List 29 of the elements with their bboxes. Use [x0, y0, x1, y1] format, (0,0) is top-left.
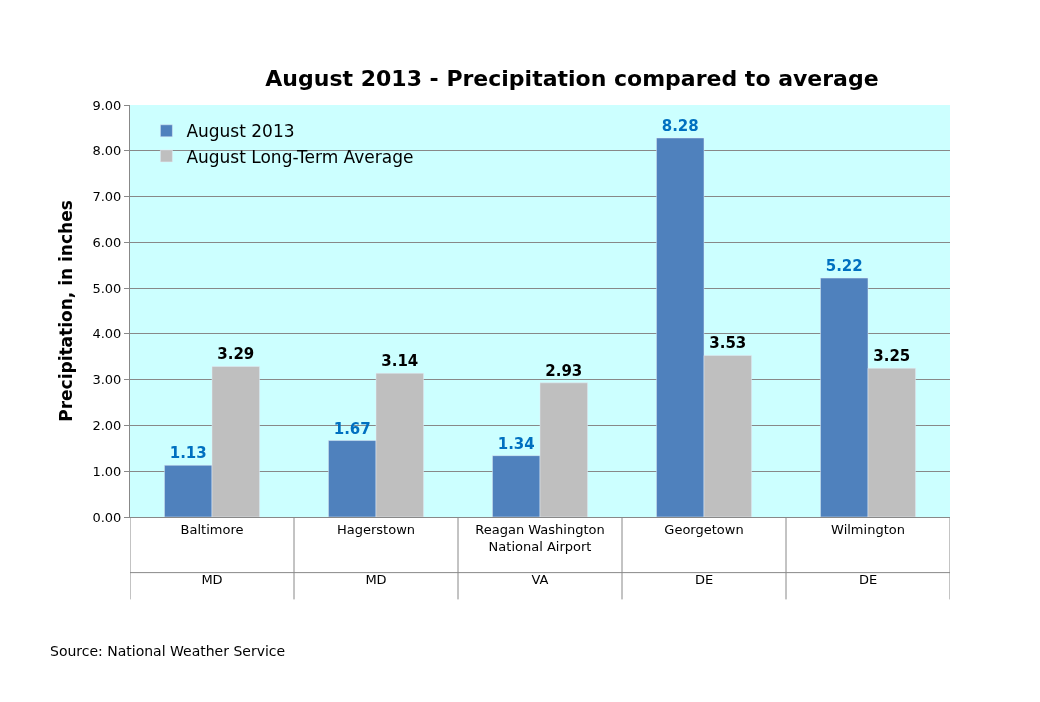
data-label: 3.53 — [709, 334, 747, 353]
y-tick-label: 2.00 — [92, 417, 122, 433]
y-axis-title: Precipitation, in inches — [56, 200, 76, 422]
data-label: 8.28 — [661, 116, 699, 135]
y-tick-label: 5.00 — [92, 280, 122, 296]
data-label: 1.34 — [497, 434, 535, 453]
legend-label: August Long-Term Average — [186, 146, 414, 167]
y-tick-label: 8.00 — [92, 143, 122, 159]
data-label: 3.25 — [873, 347, 911, 366]
data-label: 2.93 — [545, 361, 583, 380]
category-label: Baltimore MD — [180, 521, 244, 588]
category-label: Reagan Washington National Airport VA — [475, 521, 605, 588]
category-label: Georgetown DE — [664, 521, 744, 588]
category-label: Hagerstown MD — [336, 521, 416, 588]
y-tick-label: 7.00 — [92, 189, 122, 205]
chart-title: August 2013 - Precipitation compared to average — [265, 65, 879, 91]
data-label: 5.22 — [825, 257, 863, 276]
y-tick-label: 9.00 — [92, 97, 122, 113]
y-tick-label: 0.00 — [92, 509, 122, 525]
category-label: Wilmington DE — [831, 521, 905, 588]
data-label: 1.13 — [169, 444, 207, 463]
y-tick-label: 3.00 — [92, 372, 122, 388]
y-tick-label: 6.00 — [92, 234, 122, 250]
legend-label: August 2013 — [186, 121, 295, 142]
source-note: Source: National Weather Service — [50, 643, 286, 659]
y-tick-label: 1.00 — [92, 463, 122, 479]
data-label: 3.29 — [217, 345, 255, 364]
y-tick-label: 4.00 — [92, 326, 122, 342]
data-label: 3.14 — [381, 352, 419, 371]
